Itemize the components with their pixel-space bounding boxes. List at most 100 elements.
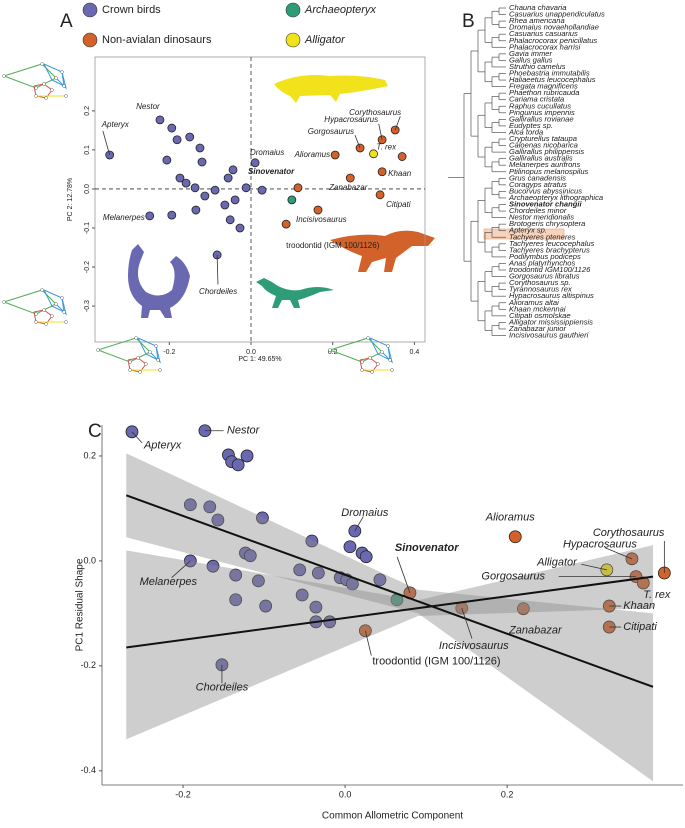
point-label: Hypacrosaurus [563,539,637,551]
wire-node [44,96,48,100]
taxon-label: Coragyps atratus [509,180,567,189]
taxon-label: Tyrannosaurus rex [509,285,573,294]
point [223,173,233,183]
label-leader [604,547,633,560]
taxon-label: Caloenas nicobarica [509,141,578,150]
legend-swatch [82,2,98,18]
wire-node [96,348,100,352]
point [287,195,297,205]
taxon-label: Tachyeres pteneres [509,232,576,241]
wire-node [50,88,54,92]
wire-node [144,362,148,366]
point-label: Incisivosaurus [296,215,347,224]
wire-node [34,312,38,316]
label-leader [394,116,401,131]
taxon-label: Podilymbus podiceps [509,252,581,261]
wire [381,345,393,364]
point [240,449,254,463]
wire-node [62,310,66,314]
wire-node [54,76,58,80]
point-label: Apteryx [143,440,182,452]
point-label: Dromaius [250,148,284,157]
taxon-label: Cariama cristata [509,95,564,104]
label-leader [354,516,364,532]
wire-node [64,94,68,98]
y-tick-label: 0.0 [83,555,96,565]
point [373,573,387,587]
label-leader [581,563,607,571]
taxon-label: Phalacrocorax penicillatus [509,36,597,45]
taxon-label: Haliaeetus leucocephalus [509,75,596,84]
point-label: Gorgosaurus [308,127,354,136]
panel-letter: B [462,11,475,32]
landmark-wireframe [2,62,68,100]
taxon-label: Casuarius unappendiculatus [509,10,605,19]
taxon-label: Tachyeres brachypterus [509,245,590,254]
point-label: Corythosaurus [593,527,665,539]
point [295,588,309,602]
wire-node [40,62,44,66]
taxon-label: Phoebastria immutabilis [509,69,590,78]
taxon-label: Gallus gallus [509,55,553,64]
wire-node [158,368,162,372]
label-leader [171,560,191,579]
wire-node [54,302,58,306]
point [220,200,230,210]
point [228,165,238,175]
point-label: troodontid (IGM 100/1126) [286,241,380,250]
tree-highlight [483,228,565,240]
taxon-label: Chauna chavaria [509,3,566,12]
taxon-label: Zanabazar junior [508,324,566,333]
point [281,219,291,229]
x-axis-title: PC 1: 49.65% [238,356,281,363]
wire-node [2,300,6,304]
point [241,183,251,193]
point-label: Chordeiles [196,682,249,694]
point-label: Zanabazar [508,625,563,637]
taxon-label: Gallirallus rovianae [509,114,574,123]
wire-node [370,370,374,374]
wire-node [64,320,68,324]
point [313,205,323,215]
point [183,498,197,512]
point-label: Melanerpes [103,213,145,222]
wire-node [328,348,332,352]
point-label: Alioramus [485,512,535,524]
point [145,211,155,221]
legend-label: Archaeopteryx [304,4,376,16]
point [375,190,385,200]
taxon-label: Pinguinus impennis [509,108,575,117]
point-label: Dromaius [341,507,389,519]
point [162,155,172,165]
point [167,210,177,220]
point-label: Melanerpes [140,576,198,588]
legend-swatch [285,32,301,48]
point [250,158,260,168]
taxon-label: Eudyptes sp. [509,121,553,130]
label-leader [131,431,143,444]
taxon-label: Chordeiles minor [509,206,567,215]
taxon-label: Alioramus altai [508,298,559,307]
taxon-label: Gallirallus australis [509,154,573,163]
point [256,511,269,525]
wire [149,345,161,364]
fit-line [125,494,654,688]
wire-node [148,350,152,354]
point-label: Incisivosaurus [439,640,509,652]
taxon-label: Rhea americana [509,16,565,25]
legend-label: Non-avialan dinosaurs [102,34,212,46]
y-tick-label: -0.1 [84,222,91,234]
point-label: troodontid (IGM 100/1126) [372,656,500,668]
x-tick-label: 0.4 [410,349,420,356]
point-label: Khaan [388,169,412,178]
point [251,574,265,588]
wire-node [44,322,48,326]
taxon-label: Raphus cucullatus [509,101,571,110]
point [516,602,530,616]
wire-node [34,94,38,98]
wire [3,289,57,315]
wire-node [360,360,364,364]
point [343,540,357,554]
legend-label: Crown birds [102,4,161,16]
